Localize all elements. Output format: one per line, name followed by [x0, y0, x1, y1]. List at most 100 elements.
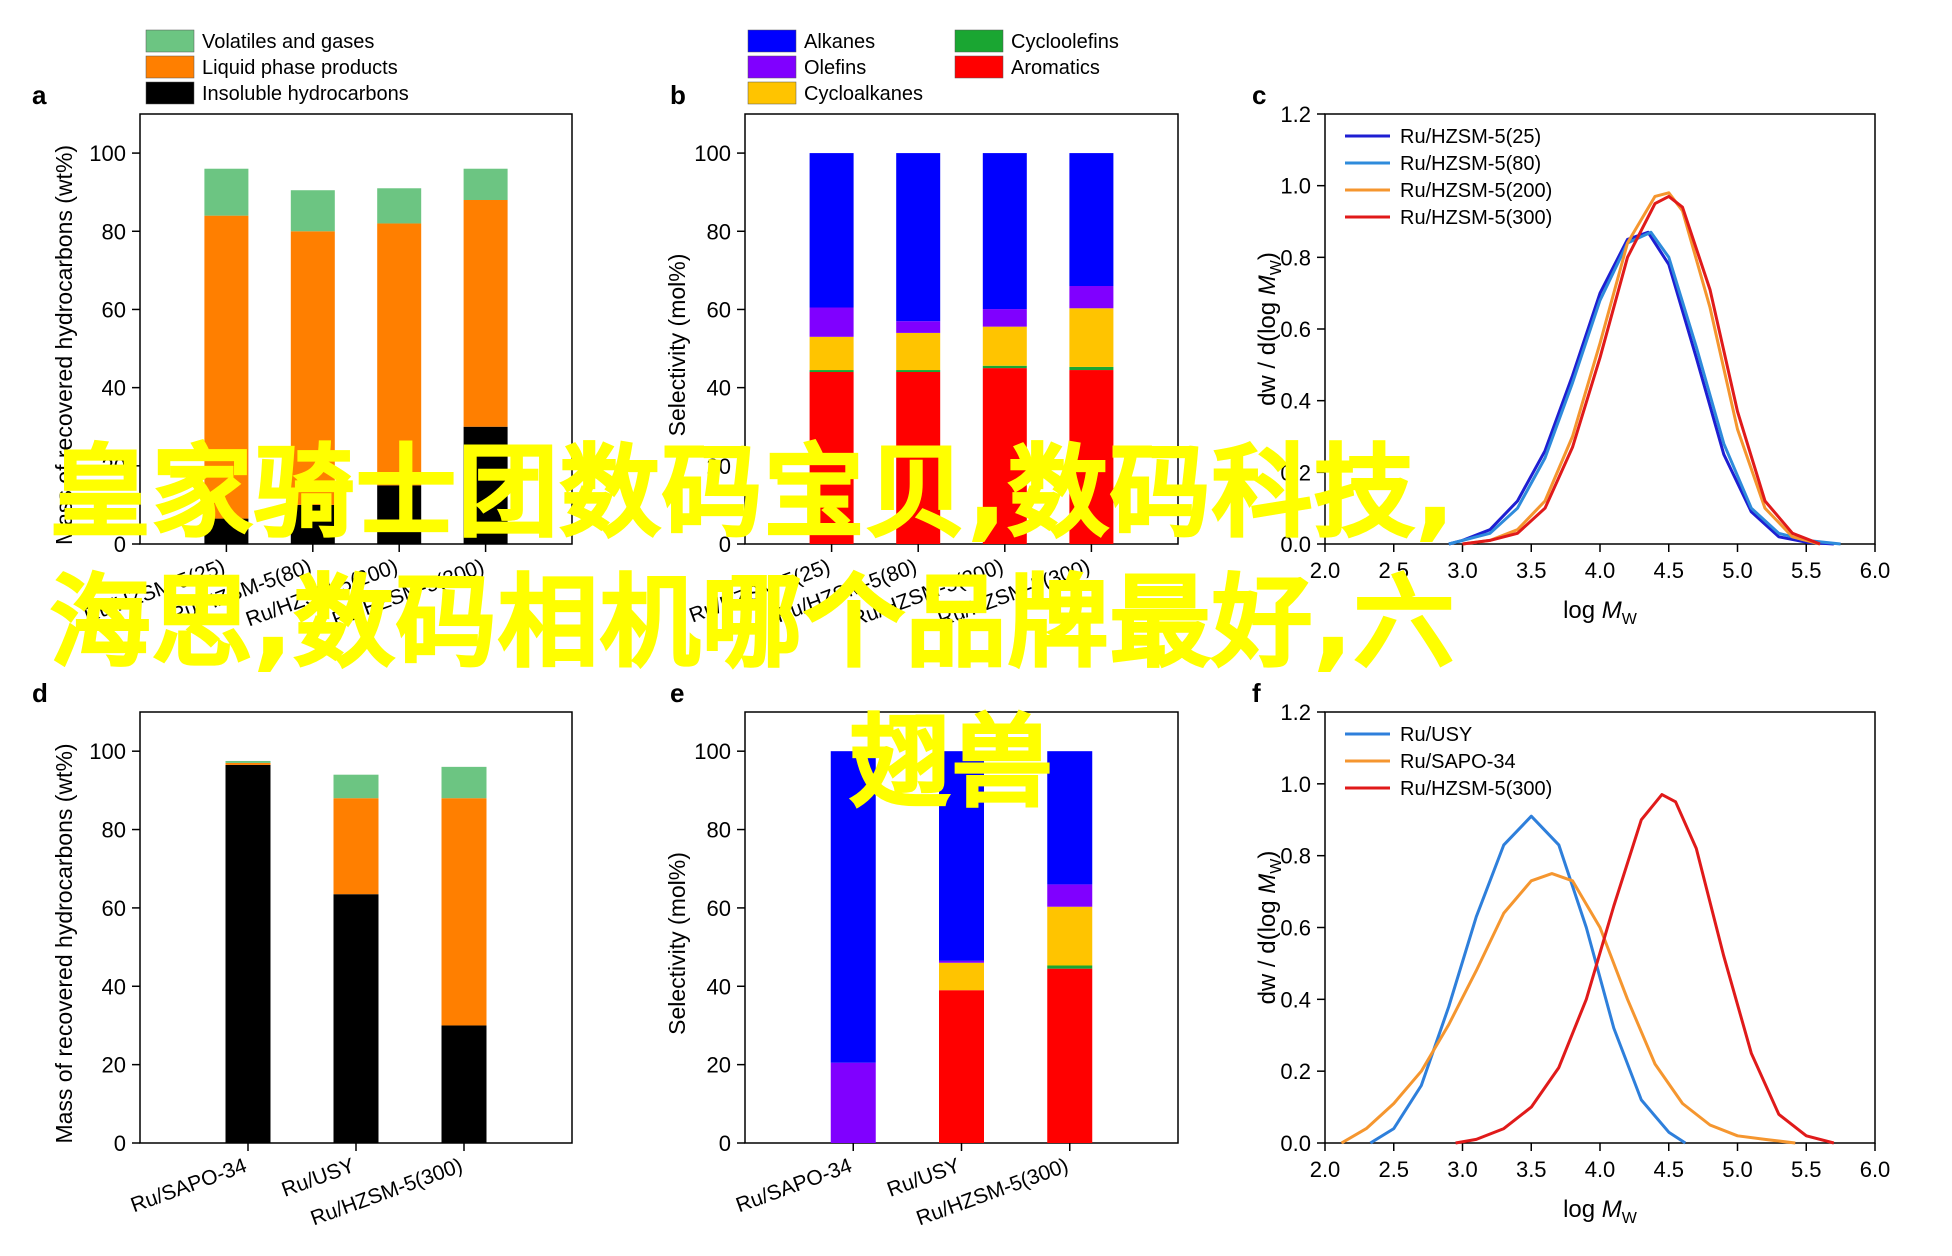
bar-segment: [982, 309, 1027, 327]
bar-segment: [1047, 751, 1093, 885]
bar-segment: [830, 1062, 876, 1143]
bar-segment: [982, 368, 1027, 544]
y-tick-label: 40: [102, 974, 126, 999]
series-line: [1340, 872, 1796, 1145]
bar-segment: [1047, 906, 1093, 966]
legend-swatch: [954, 29, 1004, 53]
bar-segment: [809, 370, 854, 372]
bar-segment: [377, 188, 422, 224]
bar-segment: [939, 960, 984, 963]
y-tick-label: 0.8: [1280, 245, 1311, 270]
y-tick-label: 80: [102, 818, 126, 843]
y-tick-label: 60: [102, 896, 126, 921]
legend: Volatiles and gases Liquid phase products…: [145, 29, 409, 105]
y-tick-label: 0.2: [1280, 1059, 1311, 1084]
panel-label: c: [1252, 80, 1266, 110]
y-tick-label: 60: [707, 896, 731, 921]
legend-label: Liquid phase products: [202, 57, 398, 79]
bar-segment: [830, 751, 876, 1063]
y-tick-label: 100: [89, 141, 126, 166]
y-tick-label: 20: [102, 454, 126, 479]
y-tick-label: 0.4: [1280, 389, 1311, 414]
y-tick-label: 80: [707, 219, 731, 244]
series-line: [1462, 194, 1821, 546]
x-tick-label: 4.5: [1653, 558, 1684, 583]
bar-segment: [290, 231, 335, 505]
panel-label: b: [670, 80, 686, 110]
bar-segment: [896, 321, 941, 333]
panel-d: d 0 20 40 60 80 100 Mass of recovered hydrocarb…: [32, 678, 573, 1230]
legend-label: Volatiles and gases: [202, 31, 374, 53]
bar-segment: [225, 762, 271, 765]
bar-segment: [809, 336, 854, 371]
series-line: [1455, 793, 1835, 1145]
bar-segment: [1047, 884, 1093, 907]
bar-segment: [1069, 366, 1114, 371]
bar-segment: [204, 168, 249, 216]
bar-segment: [1069, 153, 1114, 286]
x-tick-label: 4.0: [1585, 1157, 1616, 1182]
legend-label: Ru/USY: [1400, 724, 1472, 746]
legend-label: Cycloolefins: [1011, 31, 1119, 53]
x-tick-label: 5.0: [1722, 558, 1753, 583]
bar-segment: [1069, 370, 1114, 544]
legend-label: Aromatics: [1011, 57, 1100, 79]
x-tick-label: 2.0: [1310, 558, 1341, 583]
y-tick-label: 0: [719, 532, 731, 557]
panel-a: a 0 20 40 60 80 100 Mass of recovered hydrocarb…: [32, 29, 573, 631]
plot-frame: [139, 113, 573, 545]
bar-segment: [290, 504, 335, 544]
legend-label: Olefins: [804, 57, 866, 79]
legend-swatch: [747, 81, 797, 105]
bar-segment: [225, 760, 271, 763]
plot-frame: [1324, 113, 1876, 545]
x-tick-label: 3.5: [1516, 558, 1547, 583]
x-tick-label: Ru/SAPO-34: [128, 1154, 250, 1217]
x-tick-label: 2.0: [1310, 1157, 1341, 1182]
panel-label: a: [32, 80, 47, 110]
bar-segment: [463, 200, 508, 427]
x-tick-label: 5.5: [1791, 558, 1822, 583]
legend-label: Ru/HZSM-5(300): [1400, 207, 1552, 229]
x-tick-label: 5.5: [1791, 1157, 1822, 1182]
bar-segment: [441, 798, 487, 1026]
bar-segment: [333, 774, 379, 799]
x-tick-label: 3.0: [1447, 1157, 1478, 1182]
y-tick-label: 40: [707, 376, 731, 401]
bar-segment: [225, 764, 271, 1143]
y-tick-label: 0.6: [1280, 317, 1311, 342]
bar-segment: [1069, 286, 1114, 309]
legend-label: Ru/HZSM-5(200): [1400, 180, 1552, 202]
legend-label: Ru/SAPO-34: [1400, 751, 1516, 773]
x-tick-label: 6.0: [1860, 1157, 1891, 1182]
legend-swatch: [145, 55, 195, 79]
y-tick-label: 100: [89, 739, 126, 764]
legend-swatch: [145, 29, 195, 53]
bar-segment: [290, 190, 335, 232]
bar-segment: [939, 751, 984, 961]
y-tick-label: 40: [102, 376, 126, 401]
bar-segment: [809, 153, 854, 308]
legend-label: Ru/HZSM-5(300): [1400, 778, 1552, 800]
bar-segment: [982, 365, 1027, 369]
y-axis-label: dw / d(log MW): [1254, 851, 1285, 1005]
bar-segment: [377, 223, 422, 486]
y-tick-label: 0.0: [1280, 532, 1311, 557]
bar-segment: [1069, 308, 1114, 367]
y-tick-label: 100: [694, 739, 731, 764]
legend-swatch: [747, 29, 797, 53]
y-tick-label: 20: [102, 1053, 126, 1078]
x-tick-label: 5.0: [1722, 1157, 1753, 1182]
x-tick-label: 6.0: [1860, 558, 1891, 583]
legend-label: Ru/HZSM-5(80): [1400, 153, 1541, 175]
panel-e: e 0 20 40 60 80 100 Selectivity (mol%) Ru/SAPO-3…: [664, 678, 1179, 1230]
y-tick-label: 0: [114, 1131, 126, 1156]
x-tick-label: Ru/SAPO-34: [733, 1154, 855, 1217]
legend: Ru/HZSM-5(25) Ru/HZSM-5(80) Ru/HZSM-5(200)…: [1345, 126, 1552, 229]
legend-swatch: [747, 55, 797, 79]
y-tick-label: 60: [707, 297, 731, 322]
y-tick-label: 0: [114, 532, 126, 557]
y-tick-label: 0.8: [1280, 844, 1311, 869]
